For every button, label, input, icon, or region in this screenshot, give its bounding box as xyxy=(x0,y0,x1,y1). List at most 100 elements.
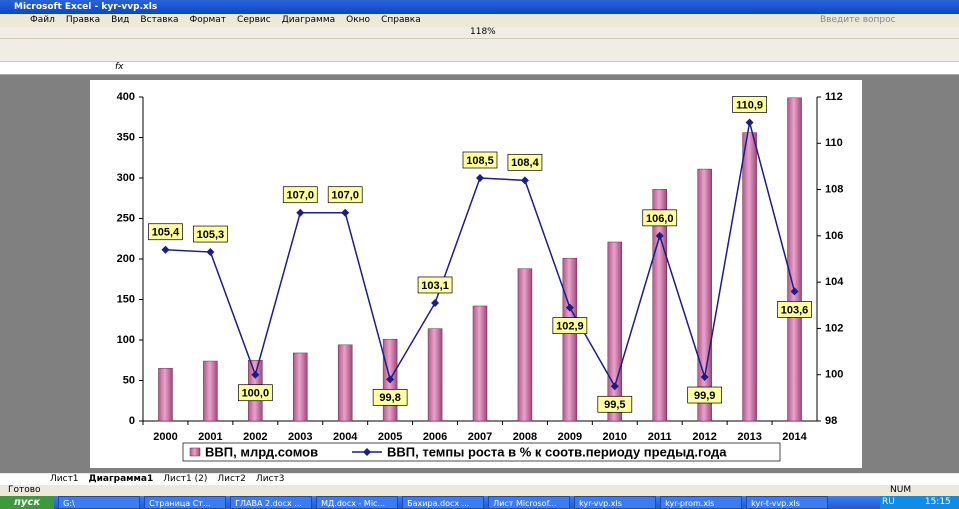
label-box xyxy=(597,395,633,413)
data-label: 99,8 xyxy=(379,392,400,404)
task-button[interactable]: Лист Microsof... xyxy=(488,496,571,509)
y2-tick-label: 108 xyxy=(825,183,843,195)
label-box xyxy=(282,186,318,204)
menu-item[interactable]: Вид xyxy=(111,15,130,25)
chart: 0 50 100 150 200 250 300 350 400 98 100 102 104 106 10… xyxy=(90,80,862,468)
legend-swatch xyxy=(189,447,201,457)
marker xyxy=(610,382,619,391)
bar xyxy=(293,352,308,422)
bar xyxy=(472,305,488,422)
task-button[interactable]: kyr-prom.xls xyxy=(660,496,743,509)
label-box xyxy=(237,384,273,402)
marker xyxy=(700,373,709,382)
legend xyxy=(182,442,781,462)
label-box xyxy=(777,301,812,318)
label-box xyxy=(732,96,767,113)
fx: fx xyxy=(115,62,124,72)
sheet-tab[interactable]: Лист3 xyxy=(255,474,285,484)
data-label: 107,0 xyxy=(331,190,359,202)
status: Готово xyxy=(8,485,41,495)
x-tick-label: 2010 xyxy=(603,431,627,443)
data-label: 108,5 xyxy=(466,155,494,167)
start-button[interactable]: пуск xyxy=(0,496,55,509)
x-tick-label: 2004 xyxy=(333,431,358,443)
y-tick-label: 150 xyxy=(117,293,135,305)
toolbar: 118% xyxy=(0,27,959,39)
taskbar: пуск G:\ Страница Ст... ГЛАВА 2.docx ... МД.… xyxy=(0,496,959,509)
bar xyxy=(158,368,173,422)
y2-tick-label: 102 xyxy=(825,322,843,334)
x-tick-label: 2002 xyxy=(243,431,267,443)
x-tick-label: 2005 xyxy=(378,431,402,443)
marker xyxy=(565,303,574,312)
x-tick-label: 2007 xyxy=(468,431,492,443)
menu-item[interactable]: Правка xyxy=(65,15,101,25)
legend-label: ВВП, млрд.сомов xyxy=(205,444,318,459)
y2-tick-label: 110 xyxy=(825,137,843,149)
task-button[interactable]: Страница Ст... xyxy=(144,496,227,509)
data-label: 105,3 xyxy=(197,229,225,241)
marker xyxy=(745,118,754,127)
data-label: 105,4 xyxy=(152,227,180,239)
x-tick-label: 2008 xyxy=(513,431,537,443)
sheet-tab[interactable]: Диаграмма1 xyxy=(88,474,154,484)
y-tick-label: 400 xyxy=(117,91,135,103)
data-label: 108,4 xyxy=(511,157,539,169)
data-label: 110,9 xyxy=(736,99,763,111)
label-box xyxy=(372,388,408,406)
clock: 15:15 xyxy=(924,497,951,507)
x-tick-label: 2003 xyxy=(288,431,312,443)
menu-item[interactable]: Вставка xyxy=(140,15,179,25)
x-tick-label: 2012 xyxy=(692,431,716,443)
lang[interactable]: RU xyxy=(882,497,895,507)
menu-bar: Файл Правка Вид Вставка Формат Сервис Диаграмм… xyxy=(0,14,959,27)
label-box xyxy=(417,276,453,294)
label-box xyxy=(552,317,588,334)
label-box xyxy=(462,151,498,169)
toolbar xyxy=(0,39,959,62)
label-box xyxy=(507,153,543,171)
menu-item[interactable]: Сервис xyxy=(237,15,271,25)
data-label: 106,0 xyxy=(646,213,674,225)
task-button[interactable]: МД.docx - Mic... xyxy=(316,496,399,509)
menu-item[interactable]: Формат xyxy=(189,15,227,25)
x-tick-label: 2000 xyxy=(153,431,177,443)
x-tick-label: 2001 xyxy=(198,431,222,443)
task-button[interactable]: kyr-t-vvp.xls xyxy=(746,496,829,509)
sheet-tab[interactable]: Лист1 (2) xyxy=(163,474,208,484)
menu-item[interactable]: Файл xyxy=(30,15,55,25)
y-tick-label: 250 xyxy=(117,212,135,224)
task-button[interactable]: Бахира.docx ... xyxy=(402,496,485,509)
bar xyxy=(697,168,712,422)
menu-item[interactable]: Справка xyxy=(381,15,421,25)
zoom[interactable]: 118% xyxy=(470,27,496,37)
bar xyxy=(427,328,443,422)
marker xyxy=(386,375,395,384)
legend-marker xyxy=(363,448,371,456)
help-box[interactable]: Введите вопрос xyxy=(820,15,896,25)
task-button[interactable]: kyr-vvp.xls xyxy=(574,496,657,509)
marker xyxy=(296,208,305,217)
marker xyxy=(520,176,529,185)
marker xyxy=(161,245,170,254)
bar xyxy=(203,360,218,422)
task-button[interactable]: G:\ xyxy=(58,496,141,509)
y2-tick-label: 98 xyxy=(825,415,837,427)
label-box xyxy=(327,186,363,204)
marker xyxy=(341,208,350,217)
data-label: 102,9 xyxy=(556,321,584,333)
data-label: 103,6 xyxy=(781,304,809,316)
sheet-tab[interactable]: Лист2 xyxy=(217,474,246,484)
legend-label: ВВП, темпы роста в % к соотв.периоду пре… xyxy=(387,444,727,459)
data-label: 107,0 xyxy=(287,190,315,202)
sheet-tab[interactable]: Лист1 xyxy=(50,474,79,484)
y-tick-label: 0 xyxy=(129,415,135,427)
bar xyxy=(742,132,757,422)
x-tick-label: 2014 xyxy=(782,431,807,443)
task-button[interactable]: ГЛАВА 2.docx ... xyxy=(230,496,313,509)
label-box xyxy=(193,225,228,243)
menu-item[interactable]: Окно xyxy=(346,15,371,25)
menu-item[interactable]: Диаграмма xyxy=(281,15,336,25)
y-tick-label: 300 xyxy=(117,172,135,184)
